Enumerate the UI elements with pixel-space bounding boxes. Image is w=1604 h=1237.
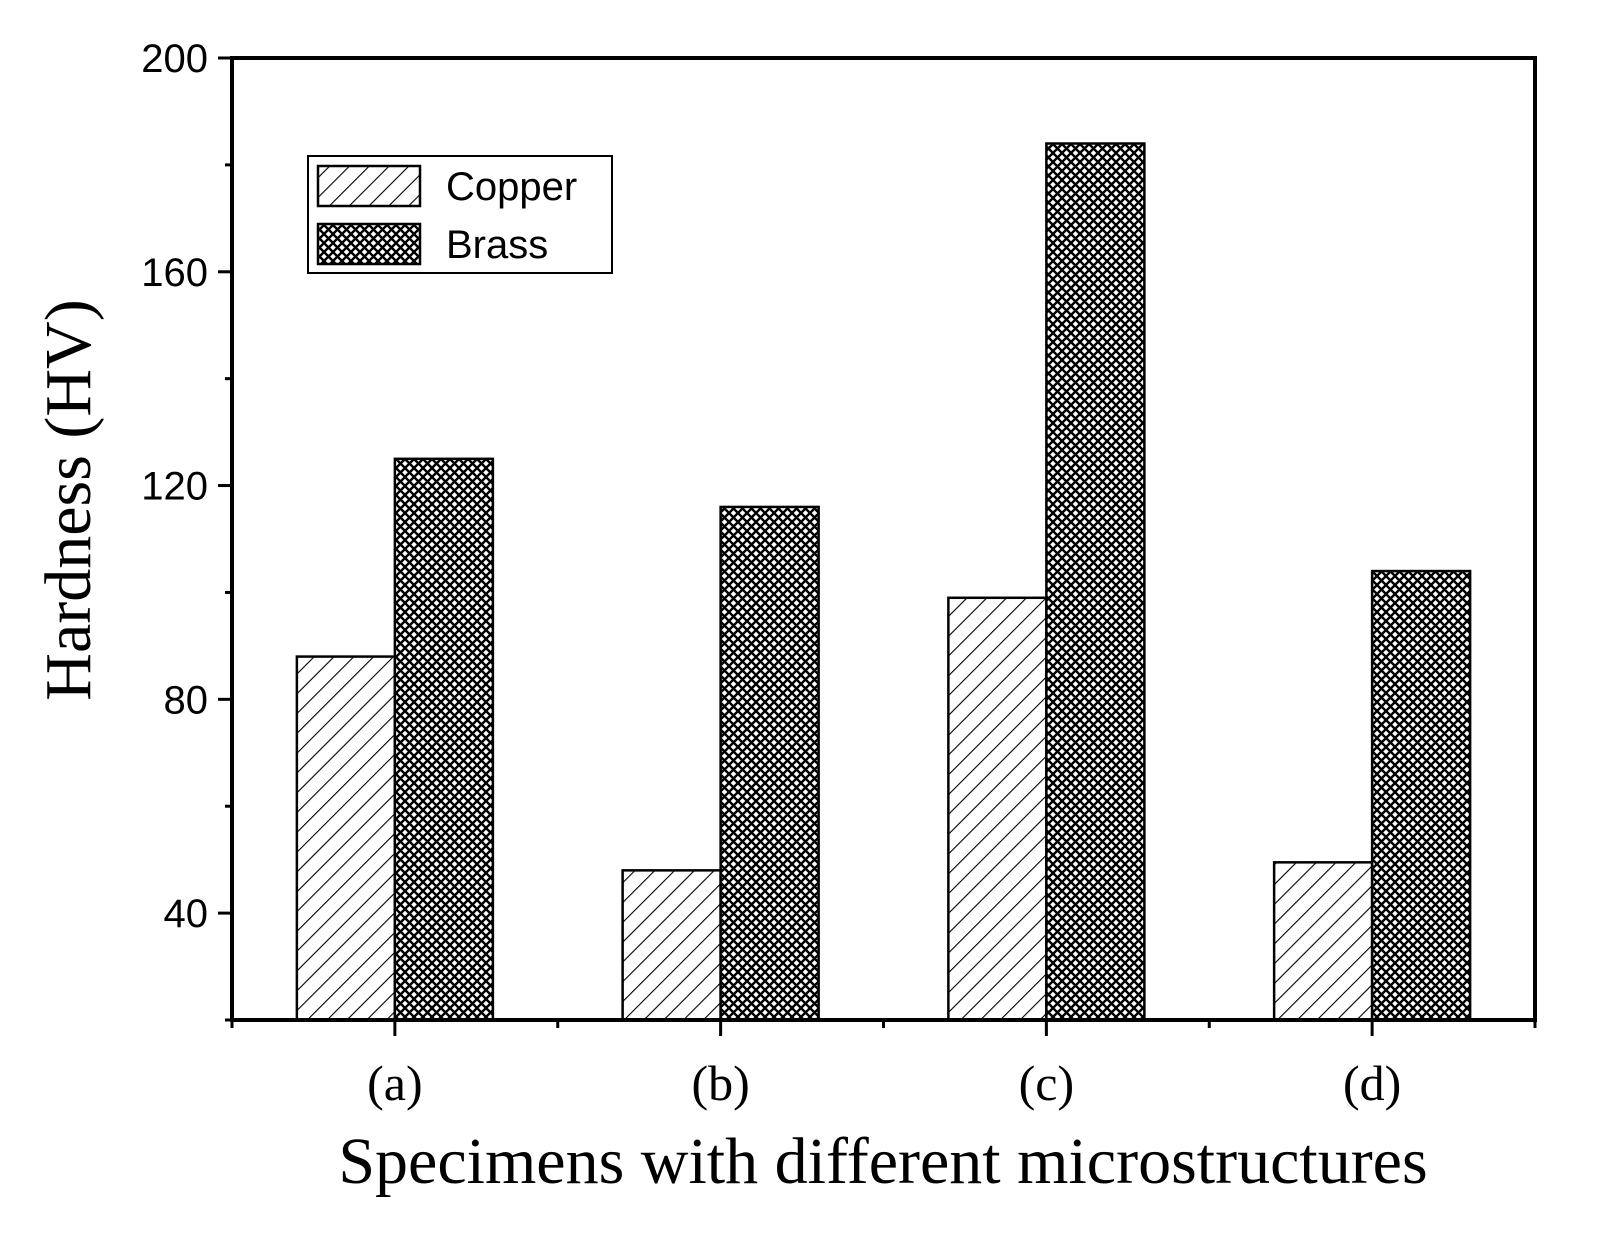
bar-copper-0 <box>295 655 397 1022</box>
legend-swatch-copper <box>316 164 422 208</box>
y-tick-label: 120 <box>141 465 208 509</box>
bars-group <box>295 142 1472 1022</box>
y-axis: 40 80 120 160 200 <box>141 37 232 1022</box>
y-tick-label: 40 <box>164 892 209 936</box>
x-category-label: (d) <box>1343 1055 1401 1111</box>
bar-brass-2 <box>1045 142 1146 1022</box>
legend-swatch-brass <box>316 222 422 266</box>
bar-brass-0 <box>393 457 495 1022</box>
legend-label-copper: Copper <box>446 165 577 209</box>
bar-brass-1 <box>719 505 820 1022</box>
x-axis-title: Specimens with different microstructures <box>338 1125 1427 1198</box>
legend-label-brass: Brass <box>446 223 548 267</box>
y-tick-label: 160 <box>141 251 208 295</box>
x-category-label: (c) <box>1019 1055 1075 1111</box>
bar-copper-2 <box>947 596 1048 1022</box>
legend: Copper Brass <box>307 155 613 274</box>
bar-copper-1 <box>621 869 722 1022</box>
x-category-label: (a) <box>367 1055 423 1111</box>
x-axis: (a) (b) (c) (d) <box>230 1020 1537 1111</box>
bar-copper-3 <box>1272 861 1374 1022</box>
y-tick-label: 200 <box>141 37 208 81</box>
y-axis-title: Hardness (HV) <box>32 299 105 700</box>
x-category-label: (b) <box>691 1055 749 1111</box>
y-tick-label: 80 <box>164 678 209 722</box>
bar-brass-3 <box>1370 569 1472 1022</box>
